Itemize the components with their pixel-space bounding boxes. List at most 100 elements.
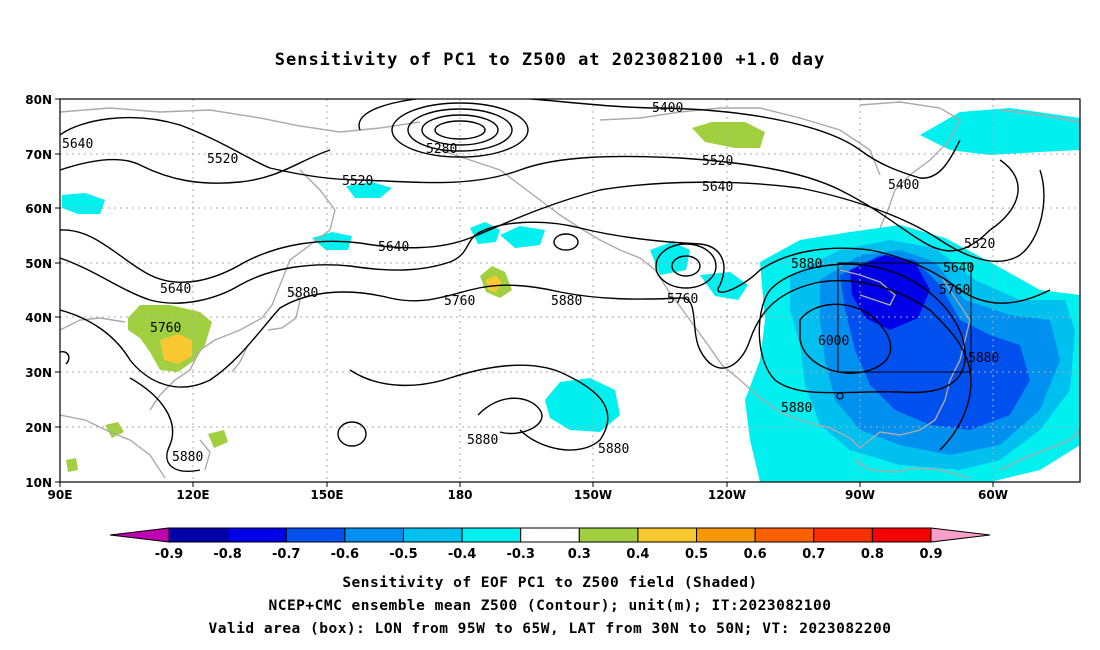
contour-label: 5640 bbox=[943, 261, 974, 276]
colorbar-label: -0.9 bbox=[155, 547, 183, 562]
colorbar-low-extension bbox=[109, 527, 170, 543]
longitude-axis: 90E 120E 150E 180 150W 120W 90W 60W bbox=[48, 488, 1008, 502]
contour-label: 5520 bbox=[964, 237, 995, 252]
contour-label: 5880 bbox=[791, 257, 822, 272]
colorbar-cell bbox=[168, 527, 229, 543]
contour-label: 5280 bbox=[426, 142, 457, 157]
shade-pacific-b bbox=[500, 226, 545, 248]
colorbar-cell bbox=[637, 527, 698, 543]
lat-label: 80N bbox=[25, 93, 52, 107]
contour-label: 5400 bbox=[888, 178, 919, 193]
colorbar-label: 0.9 bbox=[919, 547, 942, 562]
contour-label-group: 5640 5520 5520 5280 5400 5520 5640 5400 … bbox=[62, 101, 999, 465]
contour-label: 5760 bbox=[444, 294, 475, 309]
colorbar-label: 0.7 bbox=[802, 547, 825, 562]
shade-west-3 bbox=[700, 272, 748, 300]
lat-label: 40N bbox=[25, 311, 52, 325]
shade-west-1 bbox=[62, 193, 105, 214]
colorbar-cell bbox=[578, 527, 639, 543]
colorbar-label: -0.8 bbox=[213, 547, 241, 562]
contour-label: 5640 bbox=[378, 240, 409, 255]
shade-east-asia-core bbox=[160, 334, 192, 364]
contour-label: 5880 bbox=[968, 351, 999, 366]
footer-line-1: Sensitivity of EOF PC1 to Z500 field (Sh… bbox=[342, 575, 758, 591]
latitude-axis: 80N 70N 60N 50N 40N 30N 20N 10N bbox=[25, 93, 52, 490]
contour-label: 5880 bbox=[172, 450, 203, 465]
shade-west-2 bbox=[346, 182, 392, 198]
graticule bbox=[60, 99, 1080, 482]
colorbar-label: -0.5 bbox=[389, 547, 417, 562]
contour-label: 5400 bbox=[652, 101, 683, 116]
lon-label: 150E bbox=[310, 488, 343, 502]
colorbar-label: 0.8 bbox=[861, 547, 884, 562]
high-center-marker bbox=[836, 392, 844, 400]
colorbar-cell bbox=[285, 527, 346, 543]
colorbar-label: -0.6 bbox=[331, 547, 359, 562]
shade-scs-3 bbox=[66, 458, 78, 472]
contour-label: 5640 bbox=[702, 180, 733, 195]
contour-label: 5880 bbox=[551, 294, 582, 309]
footer-line-2: NCEP+CMC ensemble mean Z500 (Contour); u… bbox=[268, 598, 832, 614]
shade-scs-2 bbox=[208, 430, 228, 448]
colorbar-label: -0.4 bbox=[448, 547, 476, 562]
colorbar-cell bbox=[754, 527, 815, 543]
shade-dateline-core bbox=[486, 275, 502, 292]
map-frame bbox=[59, 98, 1081, 483]
contour-label: 5760 bbox=[150, 321, 181, 336]
contour-label: 6000 bbox=[818, 334, 849, 349]
lat-label: 10N bbox=[25, 476, 52, 490]
lat-label: 30N bbox=[25, 366, 52, 380]
axis-ticks bbox=[55, 98, 994, 487]
coastlines bbox=[60, 101, 1080, 479]
map-title: Sensitivity of PC1 to Z500 at 2023082100… bbox=[274, 50, 826, 70]
colorbar-cell bbox=[813, 527, 873, 543]
colorbar-label: -0.3 bbox=[506, 547, 534, 562]
colorbar-cell bbox=[402, 527, 463, 543]
contour-label: 5880 bbox=[467, 433, 498, 448]
lon-label: 90W bbox=[845, 488, 875, 502]
contour-label: 5520 bbox=[207, 152, 238, 167]
lat-label: 50N bbox=[25, 257, 52, 271]
lon-label: 180 bbox=[447, 488, 472, 502]
shade-scs-1 bbox=[105, 422, 124, 438]
lon-label: 150W bbox=[574, 488, 612, 502]
colorbar-cell bbox=[696, 527, 756, 543]
lat-label: 60N bbox=[25, 202, 52, 216]
colorbar-cell bbox=[227, 527, 287, 543]
contour-label: 5520 bbox=[702, 154, 733, 169]
contour-label: 5880 bbox=[287, 286, 318, 301]
contour-label: 5760 bbox=[939, 283, 970, 298]
contour-label: 5760 bbox=[667, 292, 698, 307]
lat-label: 20N bbox=[25, 421, 52, 435]
lon-label: 120E bbox=[176, 488, 209, 502]
lon-label: 90E bbox=[48, 488, 73, 502]
lon-label: 60W bbox=[978, 488, 1008, 502]
colorbar-cell bbox=[871, 527, 932, 543]
z500-contours bbox=[60, 99, 1051, 472]
colorbar: -0.9 -0.8 -0.7 -0.6 -0.5 -0.4 -0.3 0.3 0.4 0.5 0.6… bbox=[109, 527, 991, 562]
lat-label: 70N bbox=[25, 148, 52, 162]
colorbar-cell bbox=[520, 527, 580, 543]
colorbar-label: 0.6 bbox=[744, 547, 767, 562]
shade-arctic bbox=[920, 108, 1080, 155]
shade-pacific-d bbox=[650, 242, 690, 275]
lon-label: 120W bbox=[708, 488, 746, 502]
shade-arctic-positive bbox=[692, 122, 765, 148]
shade-atlantic-max bbox=[850, 255, 930, 330]
shade-pacific-a bbox=[470, 222, 500, 244]
colorbar-label: 0.5 bbox=[685, 547, 708, 562]
colorbar-cell bbox=[344, 527, 404, 543]
colorbar-label: -0.7 bbox=[272, 547, 300, 562]
colorbar-label: 0.4 bbox=[626, 547, 649, 562]
colorbar-label: 0.3 bbox=[568, 547, 591, 562]
colorbar-cell bbox=[461, 527, 522, 543]
footer-line-3: Valid area (box): LON from 95W to 65W, L… bbox=[208, 621, 892, 637]
contour-label: 5640 bbox=[62, 137, 93, 152]
valid-area-box bbox=[837, 262, 972, 373]
contour-label: 5880 bbox=[781, 401, 812, 416]
contour-label: 5880 bbox=[598, 442, 629, 457]
contour-label: 5520 bbox=[342, 174, 373, 189]
colorbar-high-extension bbox=[930, 527, 991, 543]
contour-label: 5640 bbox=[160, 282, 191, 297]
